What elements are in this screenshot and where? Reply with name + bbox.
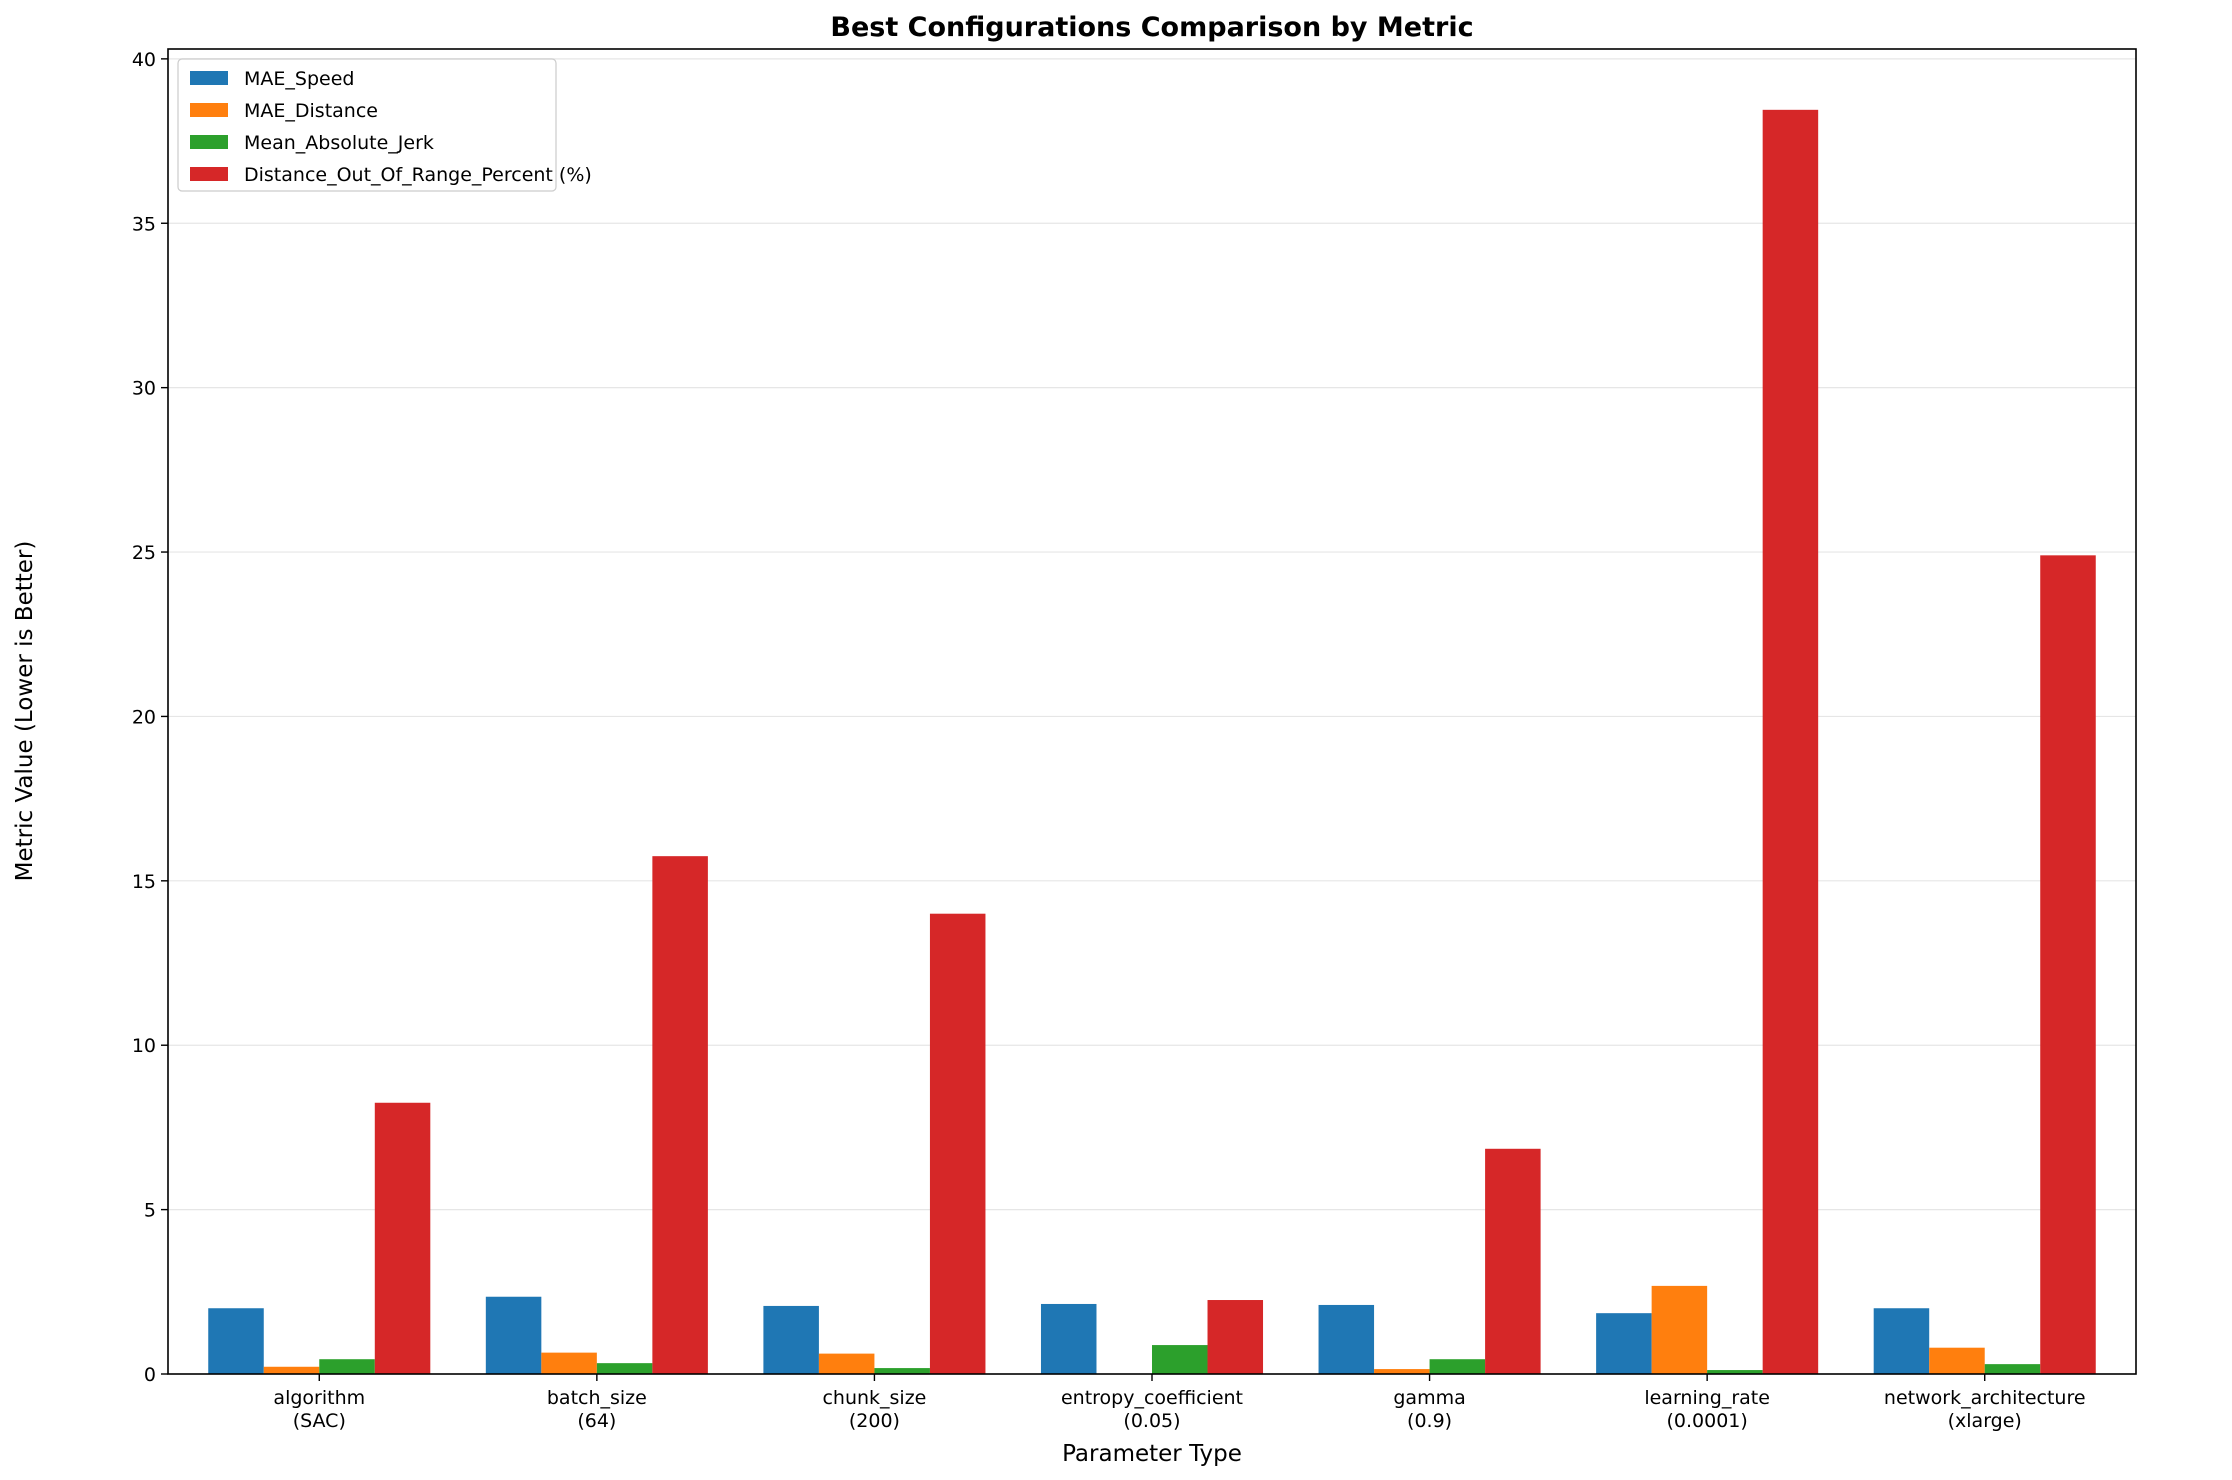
x-tick-label: chunk_size (200) [822,1387,926,1432]
x-tick-label: batch_size (64) [547,1387,647,1432]
bar-mae-speed [763,1305,819,1374]
bar-mean-absolute-jerk [1429,1359,1486,1374]
x-tick-label: learning_rate (0.0001) [1644,1387,1770,1432]
bar-mae-speed [1596,1313,1652,1374]
y-axis-label: Metric Value (Lower is Better) [12,541,38,882]
x-axis-label: Parameter Type [1062,1441,1242,1467]
bar-mae-distance [263,1366,320,1374]
bar-mean-absolute-jerk [1984,1364,2041,1374]
legend-entry: Mean_Absolute_Jerk [244,132,434,154]
bar-mae-speed [1040,1303,1097,1374]
x-tick-label: network_architecture (xlarge) [1884,1387,2086,1432]
x-tick-label: algorithm (SAC) [273,1387,365,1432]
x-tick-label: entropy_coefficient (0.05) [1061,1387,1243,1432]
y-tick-label: 40 [132,49,156,71]
bar-mae-distance [818,1353,875,1374]
bar-mae-speed [485,1296,542,1374]
bar-distance-out-of-range-percent [2040,555,2096,1374]
bar-mean-absolute-jerk [874,1368,930,1374]
x-tick-label: gamma (0.9) [1393,1387,1465,1432]
bar-mean-absolute-jerk [1152,1345,1208,1374]
bar-distance-out-of-range-percent [1485,1148,1541,1374]
y-tick-label: 0 [144,1364,156,1386]
y-tick-label: 35 [132,213,156,235]
bar-distance-out-of-range-percent [652,856,708,1374]
bar-mae-speed [208,1308,264,1374]
y-axis-ticks: 0 5 10 15 20 25 30 35 40 [132,49,168,1386]
legend: MAE_Speed MAE_Distance Mean_Absolute_Jerk D… [177,58,592,192]
bar-mean-absolute-jerk [319,1359,375,1374]
y-tick-label: 10 [132,1035,156,1057]
legend-swatch [190,167,228,181]
bar-mae-distance [1929,1347,1985,1374]
y-tick-label: 5 [144,1200,156,1222]
y-tick-label: 20 [132,706,156,728]
legend-frame [177,58,557,192]
x-axis-ticks: algorithm (SAC) batch_size (64) chunk_size (2… [273,1374,2086,1432]
chart-title: Best Configurations Comparison by Metric [830,12,1473,43]
legend-swatch [190,135,228,149]
legend-swatch [190,71,228,85]
bar-distance-out-of-range-percent [374,1102,431,1374]
y-tick-label: 25 [132,542,156,564]
bar-mean-absolute-jerk [1707,1370,1763,1374]
bar-mae-distance [1374,1369,1430,1374]
bar-mae-distance [541,1352,597,1374]
legend-entry: Distance_Out_Of_Range_Percent (%) [244,164,592,186]
bars [208,109,2096,1374]
legend-swatch [190,103,228,117]
legend-entry: MAE_Speed [244,68,354,90]
bar-mean-absolute-jerk [596,1363,653,1374]
plot-area-frame [167,48,2137,1375]
bar-distance-out-of-range-percent [1762,109,1819,1374]
grid-lines [168,58,2136,1375]
legend-entry: MAE_Distance [244,100,378,122]
bar-distance-out-of-range-percent [1207,1300,1264,1374]
bar-distance-out-of-range-percent [929,913,986,1374]
bar-mae-distance [1651,1285,1708,1374]
bar-mae-speed [1873,1308,1930,1374]
y-tick-label: 30 [132,378,156,400]
y-tick-label: 15 [132,871,156,893]
bar-mae-speed [1318,1304,1375,1374]
